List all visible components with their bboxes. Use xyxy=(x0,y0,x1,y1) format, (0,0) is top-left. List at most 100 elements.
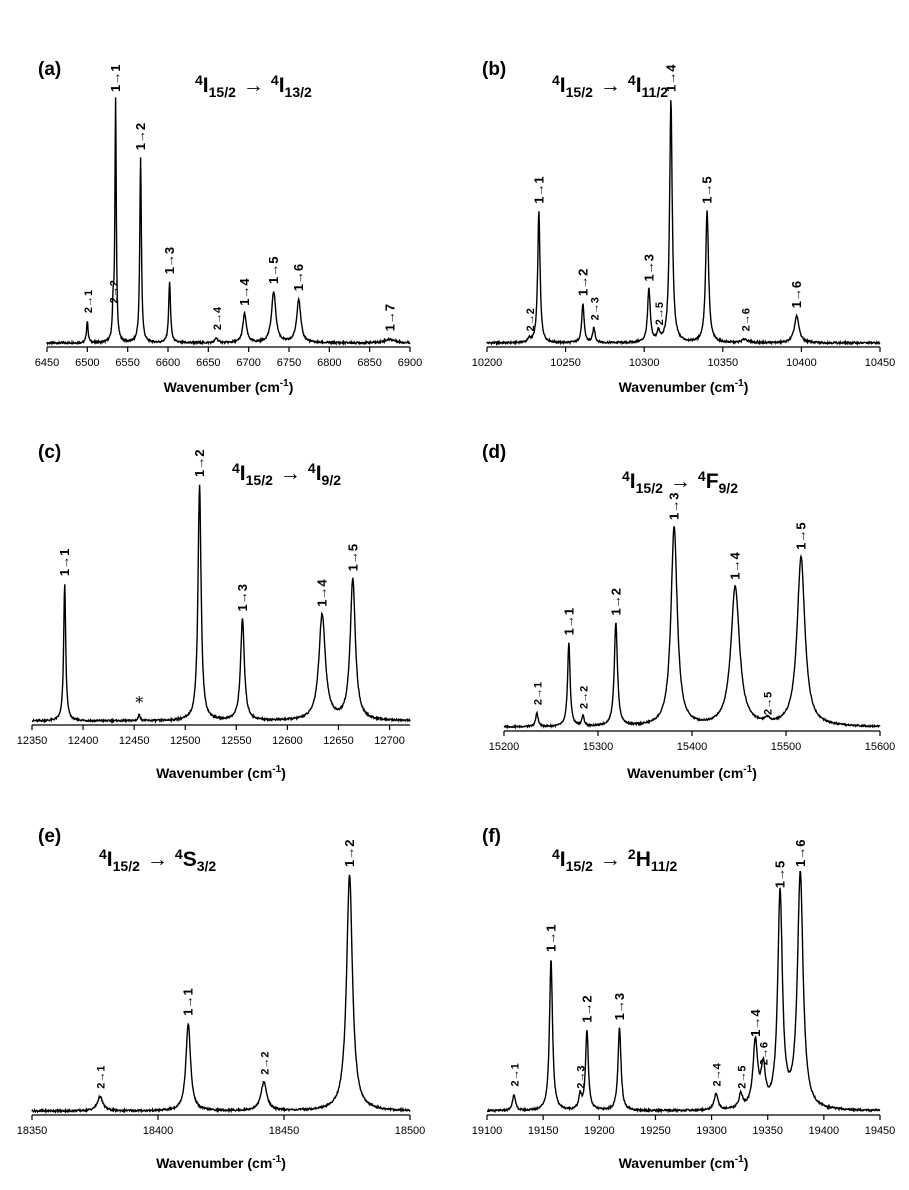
peak-label-f-0: 2→1 xyxy=(509,1063,521,1086)
x-tick-label-b-2: 10300 xyxy=(629,357,660,369)
peak-label-a-3: 1→2 xyxy=(133,123,148,150)
x-tick-label-b-1: 10250 xyxy=(550,357,581,369)
peak-label-c-0: 1→1 xyxy=(57,549,72,576)
x-tick-label-f-7: 19450 xyxy=(865,1125,896,1137)
transition-d: 4 xyxy=(308,460,316,476)
x-tick-label-c-0: 12350 xyxy=(17,735,48,747)
peak-label-f-6: 2→5 xyxy=(736,1066,748,1089)
panel-tag-b: (b) xyxy=(482,59,506,80)
peak-label-f-7: 1→4 xyxy=(748,1009,763,1037)
x-axis-label-sup: -1 xyxy=(735,378,744,389)
peak-label-e-0: 2→1 xyxy=(96,1066,108,1089)
x-tick-label-a-8: 6850 xyxy=(357,357,381,369)
transition-a: 4 xyxy=(232,460,240,476)
x-tick-label-d-4: 15600 xyxy=(865,741,896,753)
transition-label-b: 4I15/2 → 4I11/2 xyxy=(552,72,668,100)
transition-b: I xyxy=(630,470,636,493)
x-tick-label-e-0: 18350 xyxy=(17,1125,48,1137)
x-axis-label-f: Wavenumber (cm-1) xyxy=(619,1154,749,1171)
spectrum-line-c xyxy=(31,484,411,725)
transition-d: 4 xyxy=(698,468,706,484)
peak-label-d-3: 1→2 xyxy=(608,588,623,615)
x-tick-label-c-4: 12550 xyxy=(221,735,252,747)
peak-label-f-2: 2→3 xyxy=(576,1066,588,1089)
peak-marker-c-1: * xyxy=(135,693,143,712)
x-tick-label-e-1: 18400 xyxy=(143,1125,174,1137)
panel-tag-e: (e) xyxy=(38,826,61,847)
panel-tag-f: (f) xyxy=(482,826,501,847)
peak-label-e-2: 2→2 xyxy=(259,1051,271,1074)
peak-label-d-0: 2→1 xyxy=(532,682,544,705)
x-axis-label-end: ) xyxy=(281,1155,286,1171)
peak-label-e-3: 1→2 xyxy=(342,840,357,867)
peak-label-d-2: 2→2 xyxy=(579,686,591,709)
transition-label-c: 4I15/2 → 4I9/2 xyxy=(232,460,341,488)
spectrum-line-b xyxy=(486,100,881,347)
x-tick-label-e-2: 18450 xyxy=(269,1125,300,1137)
transition-e: S xyxy=(183,848,197,871)
peak-label-d-5: 1→4 xyxy=(728,551,743,579)
x-axis-label-e: Wavenumber (cm-1) xyxy=(156,1154,286,1171)
transition-a: 4 xyxy=(99,846,107,862)
peak-label-d-1: 1→1 xyxy=(561,608,576,635)
peak-label-a-7: 1→5 xyxy=(266,257,281,284)
x-tick-label-d-2: 15400 xyxy=(677,741,708,753)
x-tick-label-a-5: 6700 xyxy=(236,357,260,369)
peak-label-f-8: 2→6 xyxy=(759,1042,771,1065)
transition-e: H xyxy=(636,848,651,871)
transition-c: 15/2 xyxy=(566,84,593,100)
peak-label-c-2: 1→2 xyxy=(192,450,207,477)
transition-a: 4 xyxy=(552,72,560,88)
x-axis-label-sup: -1 xyxy=(272,1154,281,1165)
x-tick-label-f-0: 19100 xyxy=(472,1125,503,1137)
peak-label-b-3: 2→3 xyxy=(589,297,601,320)
transition-b: I xyxy=(560,74,566,97)
peak-label-d-6: 2→5 xyxy=(763,692,775,715)
x-tick-label-a-2: 6550 xyxy=(115,357,139,369)
spectrum-line-d xyxy=(503,526,881,730)
panel-f: (f) 4I15/2 → 2H11/2 19100 19150 19200 19250 1930… xyxy=(472,826,896,1171)
x-axis-label-b: Wavenumber (cm-1) xyxy=(619,378,749,395)
x-axis-label-sup: -1 xyxy=(280,378,289,389)
x-tick-label-a-6: 6750 xyxy=(277,357,301,369)
peak-label-c-4: 1→4 xyxy=(315,579,330,607)
x-tick-label-e-3: 18500 xyxy=(395,1125,426,1137)
x-tick-label-f-1: 19150 xyxy=(528,1125,559,1137)
transition-c: 15/2 xyxy=(566,858,593,874)
x-tick-label-f-4: 19300 xyxy=(696,1125,727,1137)
x-tick-label-c-2: 12450 xyxy=(119,735,150,747)
peak-label-f-4: 1→3 xyxy=(612,993,627,1020)
peak-label-d-7: 1→5 xyxy=(794,522,809,549)
peak-label-a-0: 2→1 xyxy=(83,290,95,313)
peak-label-a-6: 1→4 xyxy=(237,278,252,306)
peak-label-b-8: 2→6 xyxy=(740,308,752,331)
transition-f: 11/2 xyxy=(651,858,678,874)
transition-d: 4 xyxy=(271,72,279,88)
peak-label-a-8: 1→6 xyxy=(291,264,306,291)
peak-label-b-0: 2→2 xyxy=(525,308,537,331)
x-tick-label-f-2: 19200 xyxy=(584,1125,615,1137)
x-tick-label-f-3: 19250 xyxy=(640,1125,671,1137)
transition-label-a: 4I15/2 → 4I13/2 xyxy=(195,72,312,100)
transition-e: I xyxy=(636,74,642,97)
x-axis-label-main: Wavenumber (cm xyxy=(619,379,735,395)
x-tick-label-d-3: 15500 xyxy=(771,741,802,753)
peak-label-c-5: 1→5 xyxy=(345,544,360,571)
transition-arrow: → xyxy=(280,462,301,485)
x-axis-label-end: ) xyxy=(744,379,749,395)
transition-label-e: 4I15/2 → 4S3/2 xyxy=(99,846,216,874)
transition-c: 15/2 xyxy=(209,84,236,100)
peak-label-a-9: 1→7 xyxy=(382,304,397,331)
transition-f: 9/2 xyxy=(322,472,342,488)
transition-label-d: 4I15/2 → 4F9/2 xyxy=(622,468,738,496)
transition-arrow: → xyxy=(147,848,168,871)
x-axis-label-c: Wavenumber (cm-1) xyxy=(156,764,286,781)
transition-arrow: → xyxy=(670,470,691,493)
spectrum-line-a xyxy=(46,97,411,347)
x-tick-label-d-1: 15300 xyxy=(583,741,614,753)
